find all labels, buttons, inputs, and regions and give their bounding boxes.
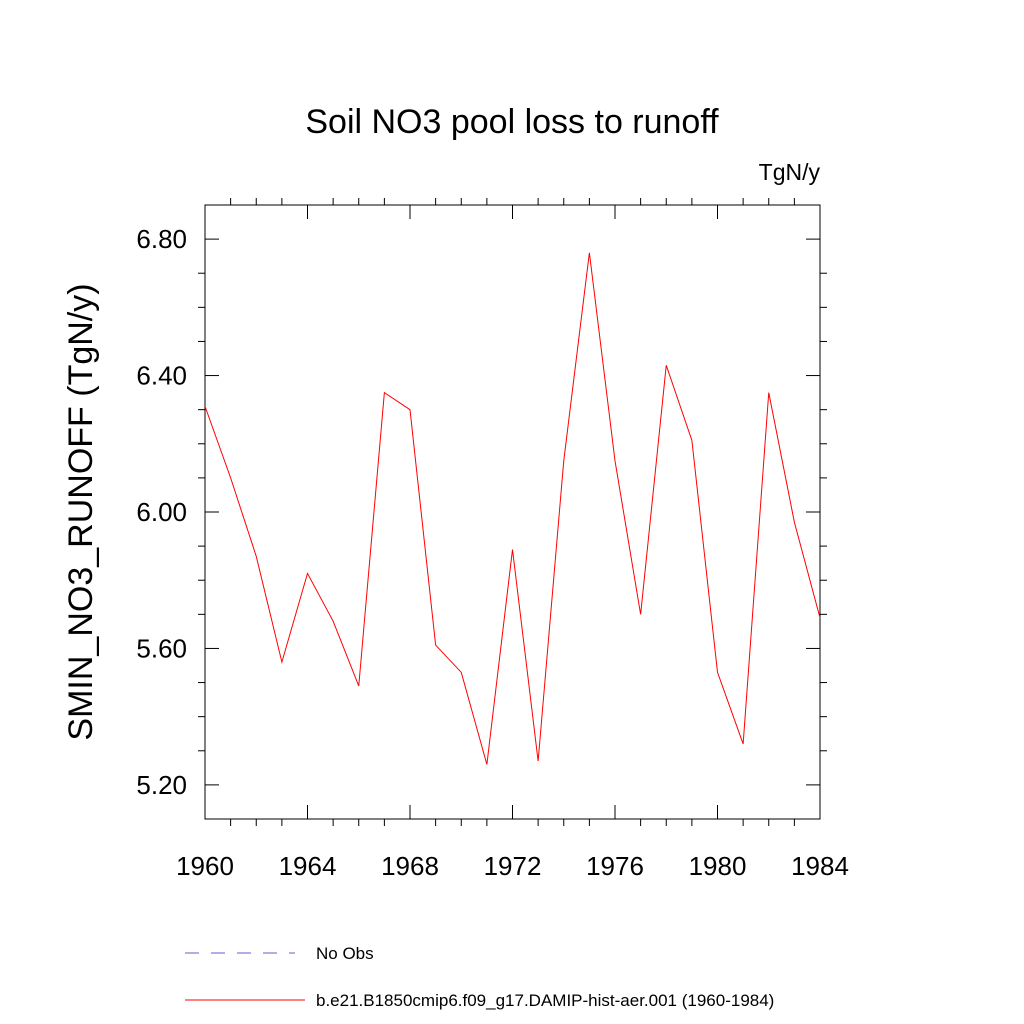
y-tick-label: 5.60 bbox=[136, 633, 187, 663]
x-tick-label: 1968 bbox=[381, 851, 439, 881]
x-tick-label: 1972 bbox=[484, 851, 542, 881]
x-tick-label: 1976 bbox=[586, 851, 644, 881]
x-tick-label: 1980 bbox=[689, 851, 747, 881]
axis-ticks bbox=[198, 198, 827, 826]
chart-title: Soil NO3 pool loss to runoff bbox=[305, 103, 719, 141]
y-tick-label: 5.20 bbox=[136, 770, 187, 800]
legend-series-label: b.e21.B1850cmip6.f09_g17.DAMIP-hist-aer.… bbox=[316, 991, 774, 1010]
series-line-0 bbox=[204, 252, 821, 765]
x-tick-label: 1960 bbox=[176, 851, 234, 881]
series-lines bbox=[204, 252, 821, 765]
y-tick-label: 6.00 bbox=[136, 497, 187, 527]
units-label: TgN/y bbox=[759, 159, 821, 185]
y-tick-label: 6.80 bbox=[136, 224, 187, 254]
y-tick-label: 6.40 bbox=[136, 361, 187, 391]
axis-tick-labels: 1960 1964 1968 1972 1976 1980 1984 5.20 5.60 6.00… bbox=[136, 224, 849, 881]
plot-frame bbox=[204, 204, 821, 820]
x-tick-label: 1964 bbox=[279, 851, 337, 881]
y-axis-label: SMIN_NO3_RUNOFF (TgN/y) bbox=[62, 283, 100, 740]
x-tick-label: 1984 bbox=[791, 851, 849, 881]
legend: No Obs b.e21.B1850cmip6.f09_g17.DAMIP-hi… bbox=[185, 944, 774, 1010]
legend-no-obs-label: No Obs bbox=[316, 944, 374, 963]
